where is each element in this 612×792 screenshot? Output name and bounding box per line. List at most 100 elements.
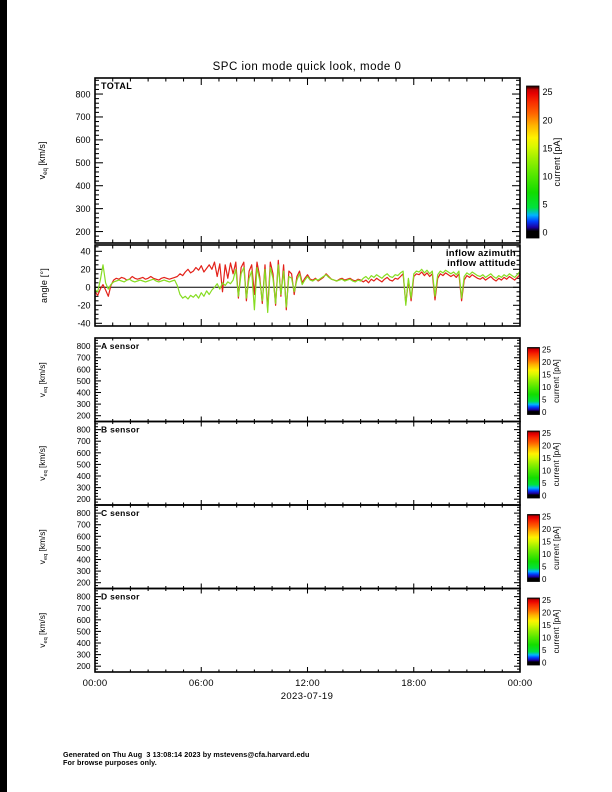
colorbar-tick-label: 20 xyxy=(543,115,553,125)
colorbar-tick-label: 20 xyxy=(542,608,551,617)
y-tick-label: 700 xyxy=(77,436,91,446)
y-tick-label: 700 xyxy=(77,520,91,530)
colorbar-tick-label: 20 xyxy=(542,525,551,534)
y-tick-label: 200 xyxy=(77,578,91,588)
panel-label-c-sensor: C sensor xyxy=(101,508,140,518)
y-tick-label: -20 xyxy=(77,301,90,311)
colorbar-tick-label: 10 xyxy=(543,172,553,182)
y-tick-label: 600 xyxy=(77,448,91,458)
colorbar-tick-label: 10 xyxy=(542,466,551,475)
colorbar-tick-label: 0 xyxy=(543,228,548,238)
legend-inflow-azimuth: inflow azimuth xyxy=(446,248,516,259)
y-tick-label: 400 xyxy=(77,554,91,564)
x-tick-label-0600: 06:00 xyxy=(189,678,214,689)
panel-frame xyxy=(94,420,521,506)
y-tick-label: 300 xyxy=(77,399,91,409)
panel-angle: -40 -20 0 20 40 xyxy=(77,244,521,329)
y-tick-label: 800 xyxy=(75,89,90,99)
y-tick-label: 800 xyxy=(77,508,91,518)
y-tick-label: 300 xyxy=(75,204,90,214)
panel-frame xyxy=(94,77,521,244)
colorbar-tick-label: 5 xyxy=(542,395,547,404)
colorbar-tick-label: 25 xyxy=(542,345,551,354)
v-eq-y-axis-title: veq [km/s] xyxy=(37,362,49,397)
colorbar-tick-label: 15 xyxy=(542,454,551,463)
panel-total: 200 300 400 500 600 700 800 veq [km/s] 0 5 10 15 20 2… xyxy=(37,77,553,244)
x-tick-label-0000-left: 00:00 xyxy=(83,678,108,689)
footer-browse-line: For browse purposes only. xyxy=(63,758,157,767)
panel-label-d-sensor: D sensor xyxy=(101,592,140,602)
y-tick-label: 700 xyxy=(75,112,90,122)
colorbar-tick-label: 10 xyxy=(542,383,551,392)
colorbar-tick-label: 15 xyxy=(542,621,551,630)
x-tick-label-1200: 12:00 xyxy=(295,678,320,689)
x-axis-date-label: 2023-07-19 xyxy=(281,691,334,702)
v-eq-y-axis-title: veq [km/s] xyxy=(37,446,49,481)
y-tick-label: 300 xyxy=(77,650,91,660)
inflow-azimuth-trace xyxy=(94,259,521,311)
colorbar-gradient xyxy=(527,514,540,582)
panel-label-a-sensor: A sensor xyxy=(101,341,140,351)
colorbar-tick-label: 10 xyxy=(542,633,551,642)
y-tick-label: 600 xyxy=(77,364,91,374)
colorbar-tick-label: 20 xyxy=(542,441,551,450)
y-tick-label: 500 xyxy=(77,626,91,636)
y-tick-label: 200 xyxy=(77,661,91,671)
x-tick-label-1800: 18:00 xyxy=(401,678,426,689)
v-eq-y-axis-title: veq [km/s] xyxy=(37,142,49,180)
plot-title: SPC ion mode quick look, mode 0 xyxy=(213,61,402,73)
colorbar-tick-label: 15 xyxy=(542,370,551,379)
colorbar-tick-label: 15 xyxy=(543,143,553,153)
y-tick-label: 700 xyxy=(77,353,91,363)
colorbar-tick-label: 20 xyxy=(542,358,551,367)
y-tick-label: 600 xyxy=(77,615,91,625)
y-tick-label: 400 xyxy=(77,471,91,481)
y-tick-label: 200 xyxy=(77,494,91,504)
colorbar-gradient xyxy=(526,85,540,239)
y-tick-label: 600 xyxy=(75,135,90,145)
y-tick-label: 800 xyxy=(77,425,91,435)
colorbar-tick-label: 25 xyxy=(542,596,551,605)
colorbar-tick-label: 5 xyxy=(542,646,547,655)
y-tick-label: 20 xyxy=(80,265,90,275)
y-tick-label: 800 xyxy=(77,592,91,602)
y-tick-label: 800 xyxy=(77,341,91,351)
page-left-edge xyxy=(0,0,7,792)
colorbar-title-b-sensor: current [pA] xyxy=(552,443,561,487)
colorbar-gradient xyxy=(527,347,540,415)
y-tick-label: 500 xyxy=(77,376,91,386)
y-tick-label: 200 xyxy=(77,411,91,421)
panel-frame xyxy=(94,337,521,423)
v-eq-y-axis-title: veq [km/s] xyxy=(37,529,49,564)
legend-inflow-attitude: inflow attitude xyxy=(447,258,516,269)
footer-generated-line: Generated on Thu Aug 3 13:08:14 2023 by … xyxy=(63,750,310,759)
inflow-attitude-trace xyxy=(94,264,521,314)
colorbar-gradient xyxy=(527,430,540,499)
colorbar-title-a-sensor: current [pA] xyxy=(552,359,561,403)
y-tick-label: 40 xyxy=(80,247,90,257)
colorbar-tick-label: 25 xyxy=(543,87,553,97)
colorbar-tick-label: 0 xyxy=(542,575,547,584)
y-tick-label: 400 xyxy=(77,387,91,397)
y-tick-label: 200 xyxy=(75,227,90,237)
colorbar-tick-label: 0 xyxy=(542,408,547,417)
y-tick-label: 700 xyxy=(77,603,91,613)
colorbar-tick-label: 0 xyxy=(542,491,547,500)
colorbar-tick-label: 5 xyxy=(543,200,548,210)
colorbar-tick-label: 5 xyxy=(542,562,547,571)
y-tick-label: -40 xyxy=(77,319,90,329)
angle-y-axis-title: angle [°] xyxy=(39,268,49,303)
colorbar-tick-label: 0 xyxy=(542,658,547,667)
panel-frame xyxy=(94,587,521,673)
panel-label-b-sensor: B sensor xyxy=(101,425,140,435)
y-tick-label: 400 xyxy=(75,181,90,191)
colorbar-tick-label: 25 xyxy=(542,429,551,438)
colorbar-tick-label: 5 xyxy=(542,479,547,488)
y-tick-label: 400 xyxy=(77,638,91,648)
y-tick-label: 500 xyxy=(77,543,91,553)
colorbar-gradient xyxy=(527,597,540,666)
